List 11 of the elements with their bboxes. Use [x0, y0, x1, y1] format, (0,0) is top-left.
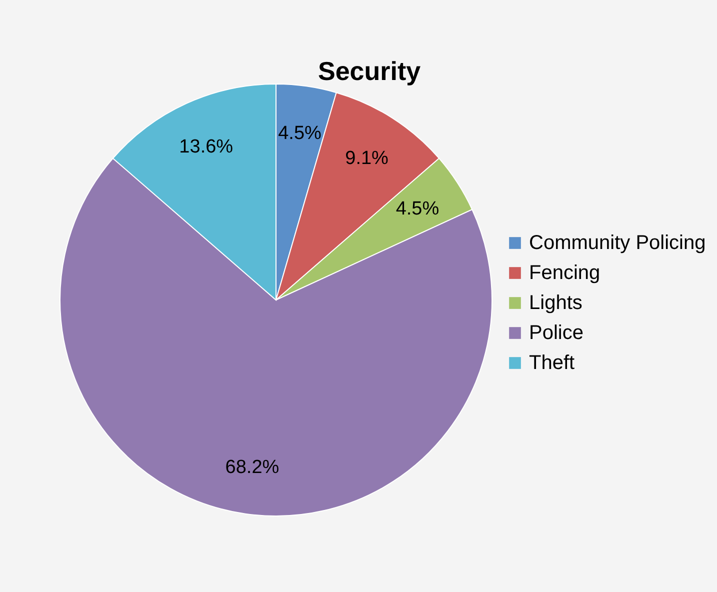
- legend-label: Theft: [529, 352, 576, 374]
- legend-label: Police: [529, 322, 584, 344]
- data-label: 4.5%: [278, 123, 322, 144]
- data-label: 13.6%: [179, 136, 234, 158]
- chart-title: Security: [318, 56, 422, 86]
- data-label: 4.5%: [396, 198, 440, 220]
- data-label: 68.2%: [225, 456, 280, 478]
- legend-label: Community Policing: [529, 232, 706, 254]
- legend-label: Fencing: [529, 262, 600, 284]
- legend-label: Lights: [529, 292, 582, 314]
- data-label: 9.1%: [345, 148, 389, 170]
